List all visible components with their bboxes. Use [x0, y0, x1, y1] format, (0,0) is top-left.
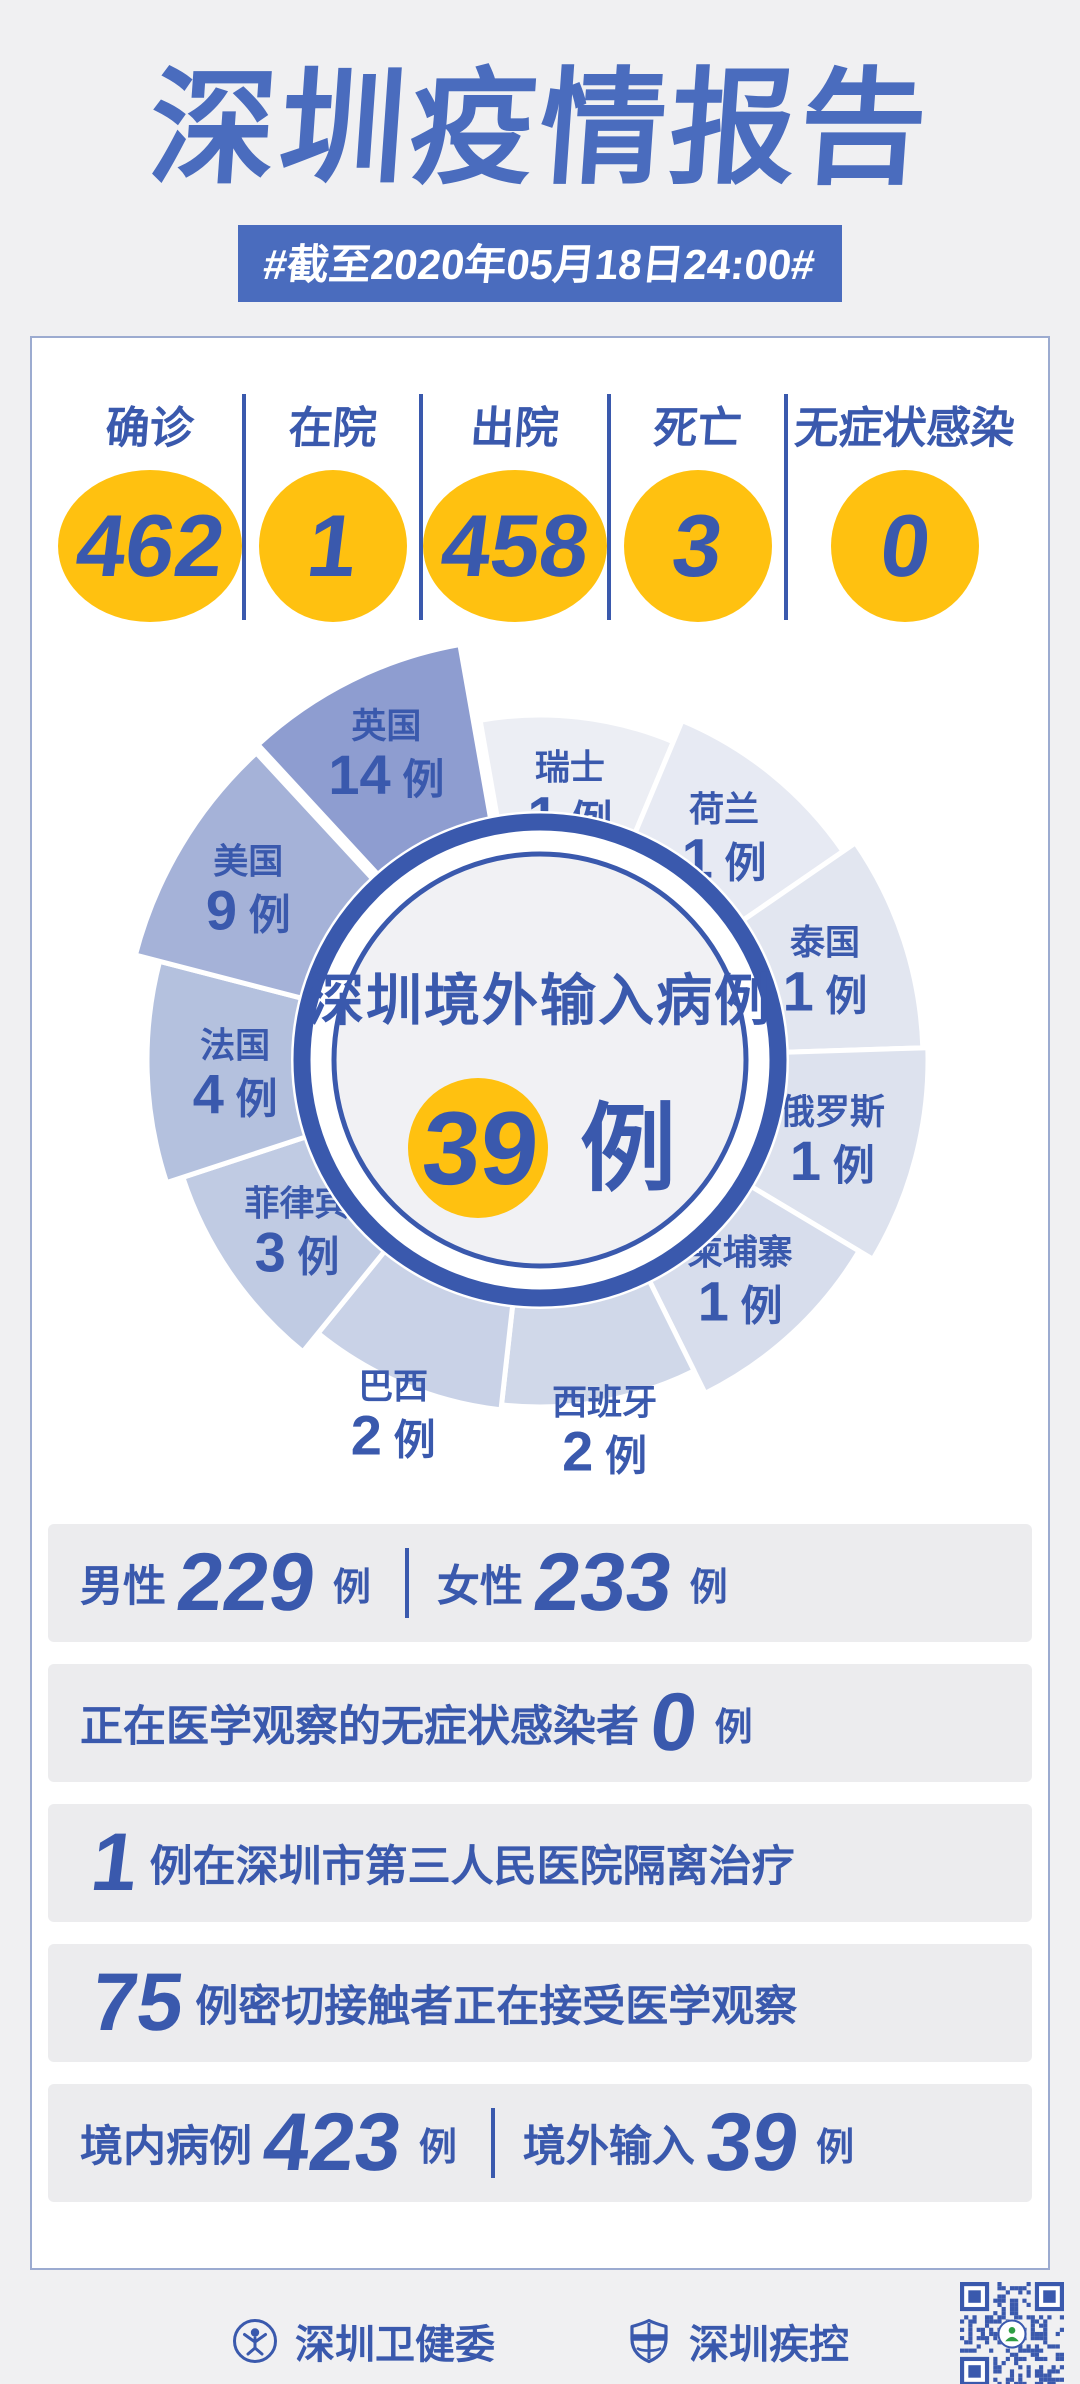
row-num: 229 [172, 1537, 321, 1629]
wedge-label-value: 9 例 [206, 878, 291, 941]
row-divider [404, 1548, 409, 1619]
wedge-label-value: 1 例 [783, 959, 868, 1022]
stat-item: 确诊 462 [58, 392, 242, 623]
wedge-label-name: 西班牙 [552, 1383, 657, 1422]
row-label: 境内病例 [80, 2123, 252, 2172]
row-num: 1 [86, 1817, 144, 1909]
stat-label: 在院 [286, 404, 378, 454]
pie-center-title: 深圳境外输入病例 [308, 969, 772, 1032]
stat-value: 1 [302, 496, 364, 596]
wedge-label-value: 2 例 [351, 1404, 436, 1467]
brand-shenzhen-cdc: 深圳疾控 [625, 2312, 849, 2370]
row-unit: 例 [332, 1566, 371, 1609]
wedge-label-value: 14 例 [328, 743, 444, 806]
pie-center-inner-ring [331, 851, 749, 1269]
row-label: 男性 [80, 1563, 166, 1612]
summary-stats-row: 确诊 462 在院 1 出院 458 死亡 3 无症状感染 0 [32, 392, 1048, 623]
row-unit: 例 [816, 2126, 855, 2169]
health-commission-logo-icon [233, 2319, 277, 2364]
row-label: 例密切接触者正在接受医学观察 [195, 1983, 798, 2032]
row-num: 0 [645, 1677, 703, 1769]
qr-code [960, 2282, 1064, 2384]
detail-row: 境内病例 423 例 境外输入 39 例 [48, 2084, 1032, 2203]
cdc-shield-icon [630, 2319, 668, 2364]
wedge-label-name: 美国 [213, 842, 283, 881]
stat-item: 出院 458 [423, 392, 608, 623]
wedge-label-name: 泰国 [790, 923, 860, 962]
wedge-label-name: 巴西 [358, 1368, 428, 1407]
qr-center-logo [997, 2319, 1027, 2349]
stat-label: 无症状感染 [793, 404, 1017, 454]
detail-row: 男性 229 例 女性 233 例 [48, 1524, 1032, 1643]
wedge-label-name: 俄罗斯 [779, 1093, 885, 1132]
row-divider [490, 2108, 495, 2179]
brand-row: 深圳卫健委 深圳疾控 [0, 2270, 1080, 2370]
row-num: 233 [529, 1537, 678, 1629]
row-unit: 例 [418, 2126, 457, 2169]
detail-rows: 男性 229 例女性 233 例正在医学观察的无症状感染者 0 例 1 例在深圳市第三人民医院隔… [32, 1524, 1048, 2203]
brand-name: 深圳卫健委 [295, 2323, 495, 2368]
stat-divider [607, 394, 612, 621]
wedge-label-value: 1 例 [698, 1270, 783, 1333]
stat-value-circle: 3 [623, 470, 772, 623]
stat-value-circle: 462 [58, 470, 242, 623]
stat-value: 458 [435, 496, 595, 596]
row-label: 女性 [436, 1563, 523, 1612]
row-num: 39 [701, 2097, 804, 2189]
page-title: 深圳疫情报告 [145, 58, 935, 199]
wedge-label-name: 法国 [200, 1027, 270, 1066]
wedge-label-name: 荷兰 [689, 790, 759, 829]
stat-item: 死亡 3 [611, 392, 784, 623]
stat-item: 无症状感染 0 [788, 392, 1022, 623]
wedge-label-value: 3 例 [255, 1220, 340, 1283]
detail-row: 1 例在深圳市第三人民医院隔离治疗 [48, 1804, 1032, 1923]
detail-row: 正在医学观察的无症状感染者 0 例 [48, 1664, 1032, 1783]
row-label: 正在医学观察的无症状感染者 [80, 1703, 639, 1752]
stat-item: 在院 1 [246, 392, 419, 623]
wedge-label-value: 2 例 [562, 1419, 647, 1482]
stat-value-circle: 1 [258, 470, 407, 623]
pie-center-value: 39 [419, 1091, 543, 1207]
stat-value-circle: 458 [423, 470, 608, 623]
row-unit: 例 [689, 1566, 728, 1609]
stat-value-circle: 0 [831, 470, 980, 623]
footer: 深圳卫健委 深圳疾控 [0, 2270, 1080, 2384]
row-unit: 例 [714, 1706, 753, 1749]
detail-row: 75 例密切接触者正在接受医学观察 [48, 1944, 1032, 2063]
brand-name: 深圳疾控 [689, 2323, 849, 2368]
stat-divider [784, 394, 789, 621]
stat-value: 0 [874, 496, 936, 596]
stat-value: 462 [70, 496, 230, 596]
pie-center-unit: 例 [580, 1096, 676, 1203]
wedge-label-name: 英国 [351, 707, 421, 746]
row-num: 423 [258, 2097, 407, 2189]
stat-value: 3 [667, 496, 729, 596]
stat-label: 死亡 [651, 404, 744, 454]
date-banner-row: #截至2020年05月18日24:00# [0, 225, 1080, 303]
stat-divider [419, 394, 424, 621]
report-date-banner: #截至2020年05月18日24:00# [238, 225, 842, 303]
row-label: 例在深圳市第三人民医院隔离治疗 [149, 1843, 795, 1892]
brand-shenzhen-health-commission: 深圳卫健委 [231, 2312, 495, 2370]
row-label: 境外输入 [522, 2123, 695, 2172]
wedge-label-value: 1 例 [790, 1129, 875, 1192]
report-date-text: #截至2020年05月18日24:00# [261, 241, 818, 289]
stat-label: 出院 [469, 404, 561, 454]
wedge-label-name: 瑞士 [535, 749, 605, 788]
pie-center-value-highlight [408, 1078, 548, 1219]
pie-center-outer-ring [293, 813, 787, 1307]
stat-divider [242, 394, 246, 621]
row-num: 75 [86, 1957, 189, 2049]
stat-label: 确诊 [103, 404, 196, 454]
wedge-label-value: 4 例 [193, 1063, 278, 1126]
